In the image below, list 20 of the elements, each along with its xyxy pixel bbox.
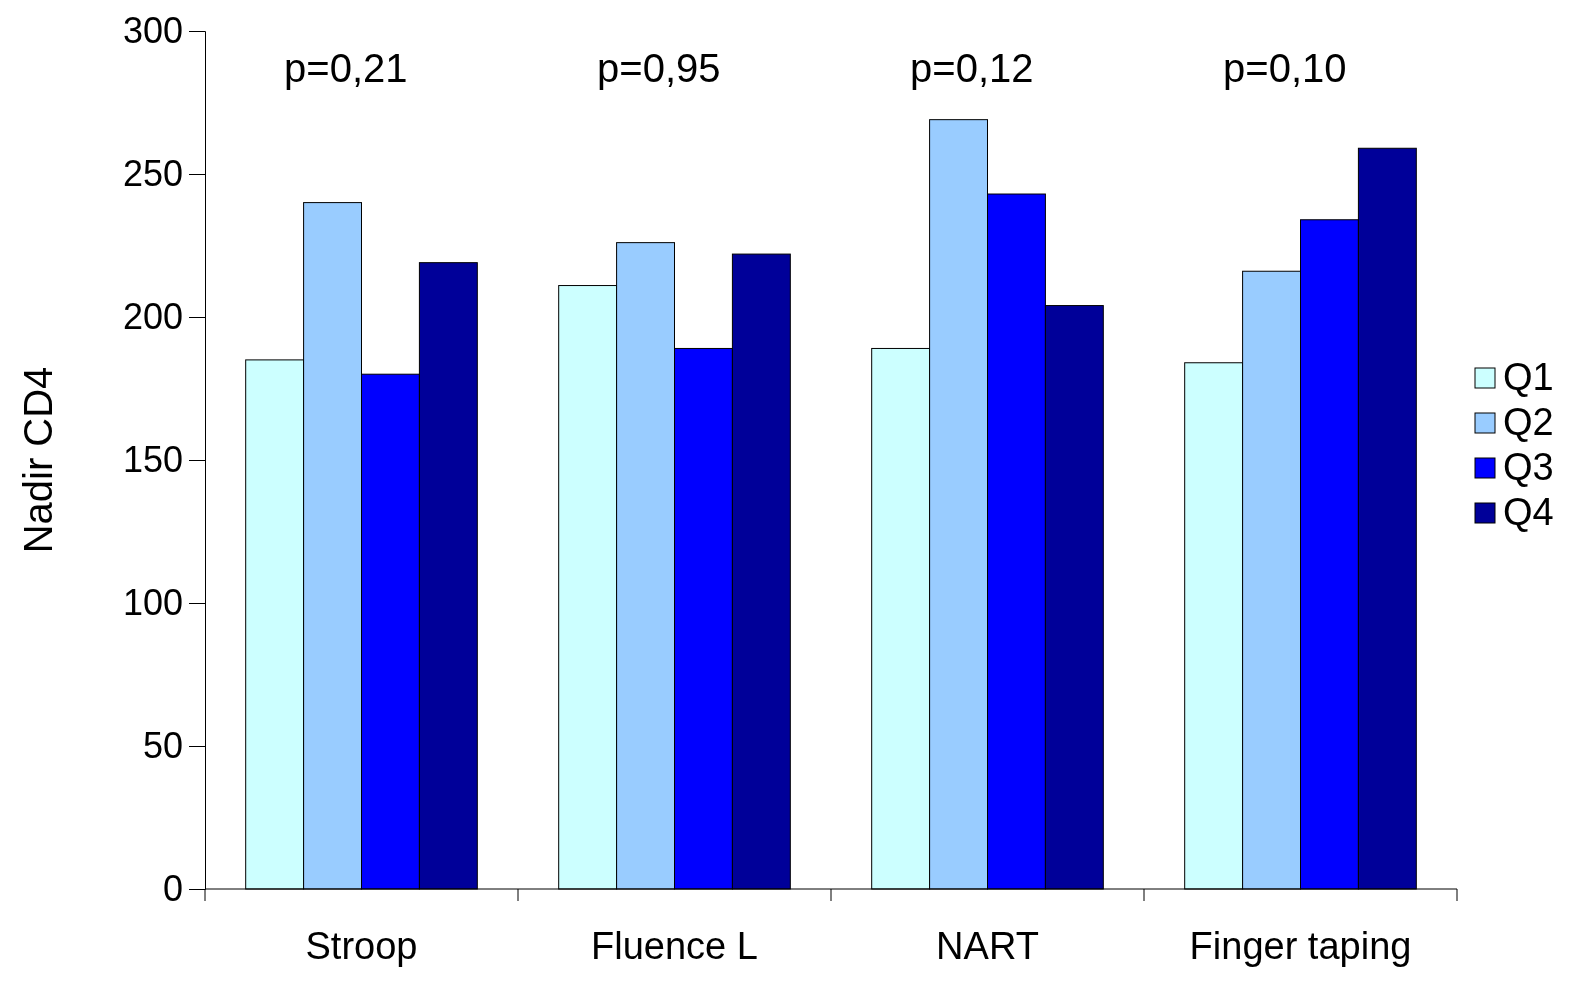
- legend-label: Q1: [1503, 356, 1554, 398]
- annotation: p=0,21: [284, 46, 408, 90]
- legend-label: Q2: [1503, 401, 1554, 443]
- annotation: p=0,12: [910, 46, 1034, 90]
- annotation: p=0,10: [1223, 46, 1347, 90]
- x-tick-label: Finger taping: [1189, 925, 1412, 967]
- legend-label: Q3: [1503, 446, 1554, 488]
- x-tick-label: NART: [936, 925, 1039, 967]
- y-tick-label: 200: [122, 296, 183, 338]
- y-tick-label: 50: [142, 725, 183, 767]
- x-tick-label: Fluence L: [591, 925, 758, 967]
- y-tick-label: 100: [122, 582, 183, 624]
- y-tick-label: 0: [162, 868, 183, 910]
- y-tick-label: 300: [122, 10, 183, 52]
- annotation: p=0,95: [597, 46, 721, 90]
- y-tick-label: 150: [122, 439, 183, 481]
- y-tick-label: 250: [122, 153, 183, 195]
- legend-label: Q4: [1503, 491, 1554, 533]
- x-tick-label: Stroop: [305, 925, 418, 967]
- y-axis-title: Nadir CD4: [16, 366, 60, 554]
